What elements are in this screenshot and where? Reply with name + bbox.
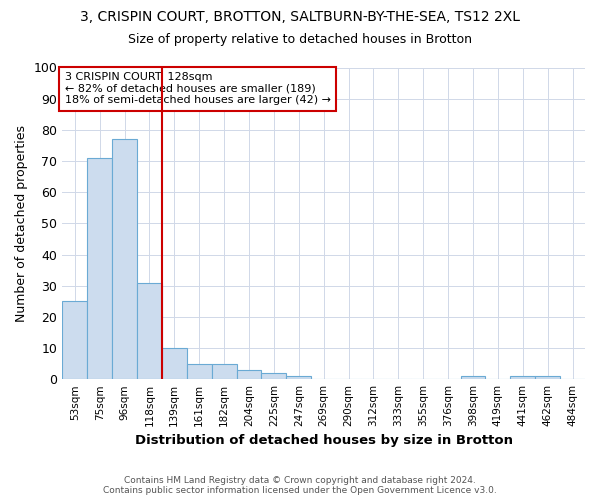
Bar — [236, 370, 262, 379]
Y-axis label: Number of detached properties: Number of detached properties — [15, 125, 28, 322]
Bar — [62, 302, 87, 379]
Bar — [535, 376, 560, 379]
Text: 3, CRISPIN COURT, BROTTON, SALTBURN-BY-THE-SEA, TS12 2XL: 3, CRISPIN COURT, BROTTON, SALTBURN-BY-T… — [80, 10, 520, 24]
Bar — [162, 348, 187, 379]
Bar — [262, 373, 286, 379]
Bar — [187, 364, 212, 379]
Bar — [511, 376, 535, 379]
Bar — [286, 376, 311, 379]
Bar — [112, 139, 137, 379]
Bar — [137, 282, 162, 379]
Text: Contains HM Land Registry data © Crown copyright and database right 2024.
Contai: Contains HM Land Registry data © Crown c… — [103, 476, 497, 495]
Bar — [461, 376, 485, 379]
Text: 3 CRISPIN COURT: 128sqm
← 82% of detached houses are smaller (189)
18% of semi-d: 3 CRISPIN COURT: 128sqm ← 82% of detache… — [65, 72, 331, 106]
Bar — [87, 158, 112, 379]
X-axis label: Distribution of detached houses by size in Brotton: Distribution of detached houses by size … — [134, 434, 512, 448]
Bar — [212, 364, 236, 379]
Text: Size of property relative to detached houses in Brotton: Size of property relative to detached ho… — [128, 32, 472, 46]
